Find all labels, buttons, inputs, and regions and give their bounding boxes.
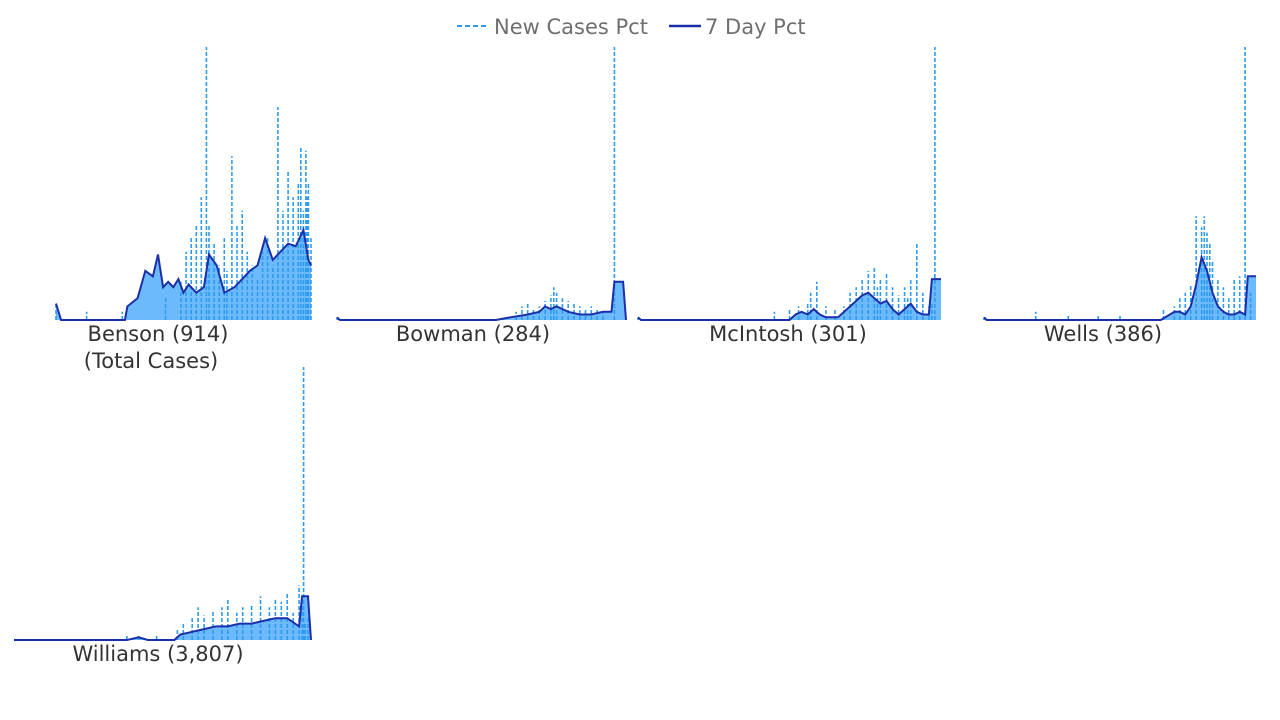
legend-label-new-cases: New Cases Pct (494, 15, 648, 39)
legend: New Cases Pct 7 Day Pct (457, 15, 806, 39)
seven-day-line (336, 280, 627, 321)
panel-subtitle-benson: (Total Cases) (84, 349, 218, 373)
seven-day-line (14, 595, 312, 641)
area-fill (14, 596, 311, 640)
legend-label-7day: 7 Day Pct (705, 15, 806, 39)
seven-day-line (55, 226, 312, 321)
panel-title-bowman: Bowman (284) (396, 322, 550, 346)
area-fill (984, 257, 1256, 320)
panel-williams: Williams (3,807) (14, 367, 312, 666)
area-fill (56, 229, 311, 320)
panel-benson: Benson (914) (Total Cases) (55, 47, 312, 373)
panel-title-mcintosh: McIntosh (301) (709, 322, 867, 346)
panel-title-wells: Wells (386) (1044, 322, 1162, 346)
panel-bowman: Bowman (284) (336, 47, 627, 346)
panel-wells: Wells (386) (983, 47, 1256, 346)
seven-day-line (983, 253, 1256, 321)
seven-day-line (637, 278, 941, 321)
panel-title-benson: Benson (914) (88, 322, 229, 346)
area-fill (638, 279, 941, 320)
panel-mcintosh: McIntosh (301) (637, 47, 941, 346)
panel-title-williams: Williams (3,807) (72, 642, 243, 666)
